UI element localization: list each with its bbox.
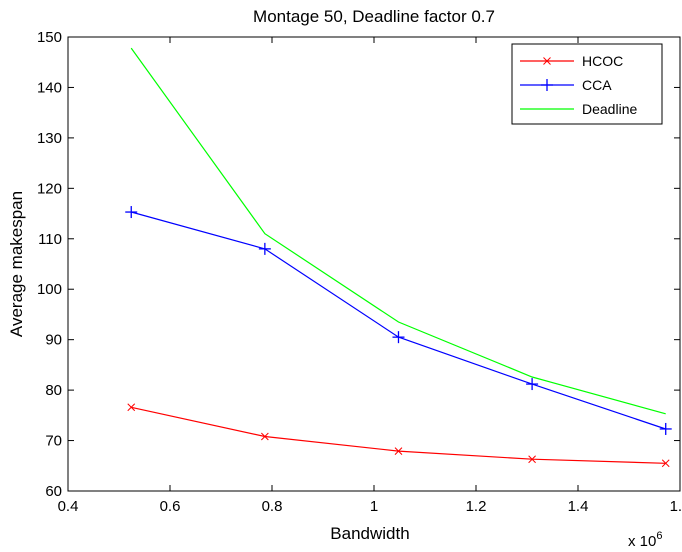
y-tick-label: 130 <box>37 130 62 147</box>
data-point-cca <box>125 206 138 219</box>
legend-label-deadline: Deadline <box>582 101 637 117</box>
marker-stroke <box>394 447 403 456</box>
data-point-hcoc <box>261 432 269 441</box>
x-tick-label: 0.6 <box>160 498 181 515</box>
legend-marker-hcoc <box>543 57 551 65</box>
y-tick-label: 70 <box>45 433 62 450</box>
y-tick-label: 90 <box>45 332 62 349</box>
legend-label-hcoc: HCOC <box>582 53 623 69</box>
x-axis: 0.4 0.6 0.8 1 1.2 1.4 1.6 <box>58 37 682 515</box>
y-tick-label: 120 <box>37 180 62 197</box>
marker-stroke <box>127 403 136 412</box>
y-tick-label: 110 <box>38 231 62 248</box>
y-tick-label: 150 <box>37 29 62 46</box>
x-multiplier-exponent: 6 <box>656 530 662 542</box>
data-point-hcoc <box>528 455 536 464</box>
legend-marker-cca <box>541 79 553 91</box>
data-point-hcoc <box>127 403 136 412</box>
data-point-cca <box>392 331 405 344</box>
y-axis: 60 70 80 90 100 110 120 130 140 150 <box>37 29 680 500</box>
x-multiplier-base: x 10 <box>628 533 656 550</box>
legend: HCOC CCA Deadline <box>511 43 663 125</box>
series-layer <box>125 47 672 468</box>
x-tick-label: 0.4 <box>58 498 79 515</box>
data-point-cca <box>258 242 271 255</box>
data-point-hcoc <box>394 447 403 456</box>
y-tick-label: 100 <box>37 281 62 298</box>
series-line-deadline <box>130 47 666 415</box>
legend-label-cca: CCA <box>582 77 612 93</box>
data-point-cca <box>526 378 539 391</box>
x-tick-label: 0.8 <box>262 498 283 515</box>
data-point-hcoc <box>661 459 670 468</box>
y-tick-label: 140 <box>37 79 62 96</box>
marker-stroke <box>261 432 269 441</box>
x-tick-label: 1.2 <box>466 498 487 515</box>
marker-stroke <box>661 459 670 468</box>
legend-box <box>511 43 663 125</box>
y-tick-label: 80 <box>45 382 62 399</box>
x-axis-label: Bandwidth <box>330 524 409 543</box>
x-tick-label: 1.6 <box>670 498 682 515</box>
x-tick-label: 1 <box>370 498 378 515</box>
y-axis-label: Average makespan <box>7 191 26 337</box>
x-tick-label: 1.4 <box>568 498 589 515</box>
chart-title: Montage 50, Deadline factor 0.7 <box>253 7 495 26</box>
y-tick-label: 60 <box>45 483 62 500</box>
data-point-cca <box>659 422 672 435</box>
x-multiplier: x 106 <box>628 530 662 550</box>
marker-stroke <box>528 455 536 464</box>
marker-stroke <box>543 57 551 65</box>
